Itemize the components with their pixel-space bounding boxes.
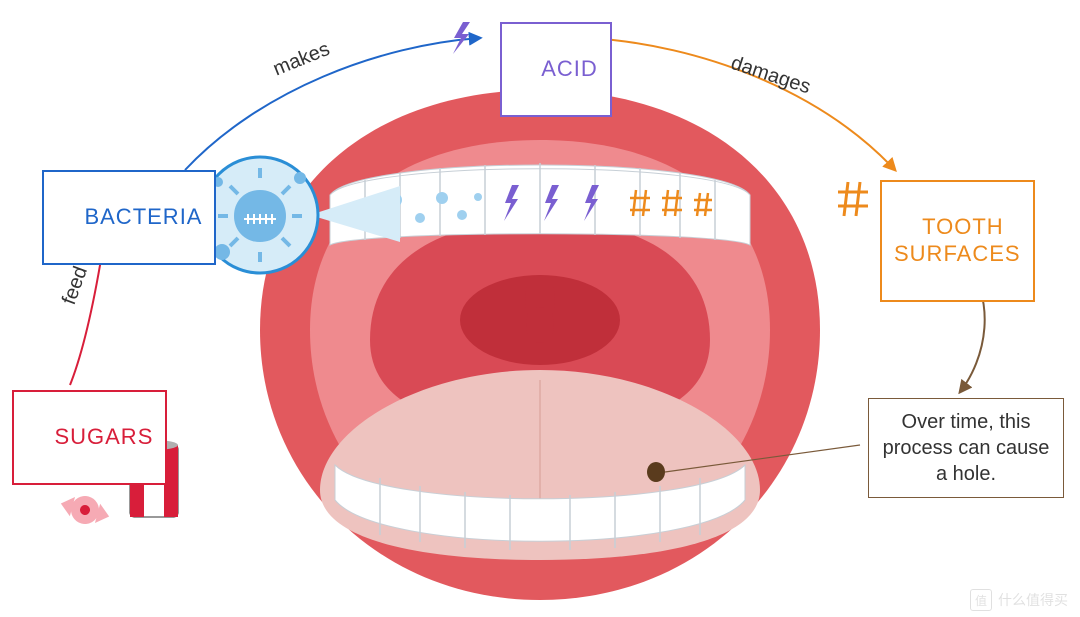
hash-icon: [838, 182, 868, 216]
node-sugars-label: SUGARS: [54, 424, 153, 449]
node-result-label: Over time, this process can cause a hole…: [883, 411, 1050, 485]
mouth-illustration: [260, 90, 860, 600]
lightning-icon: [453, 22, 470, 54]
cavity-icon: [647, 462, 665, 482]
node-acid: ACID: [500, 22, 612, 117]
watermark-text: 什么值得买: [998, 590, 1068, 610]
node-acid-label: ACID: [541, 56, 598, 81]
node-bacteria: BACTERIA: [42, 170, 216, 265]
watermark-icon: 值: [970, 589, 992, 611]
watermark: 值 什么值得买: [970, 589, 1068, 611]
diagram-stage: SUGARS BACTERIA ACID TOOTH SURFACES Over…: [0, 0, 1080, 617]
node-tooth-surfaces: TOOTH SURFACES: [880, 180, 1035, 302]
node-result: Over time, this process can cause a hole…: [868, 398, 1064, 498]
node-sugars: SUGARS: [12, 390, 167, 485]
node-tooth-label: TOOTH SURFACES: [894, 214, 1021, 265]
node-bacteria-label: BACTERIA: [84, 204, 202, 229]
